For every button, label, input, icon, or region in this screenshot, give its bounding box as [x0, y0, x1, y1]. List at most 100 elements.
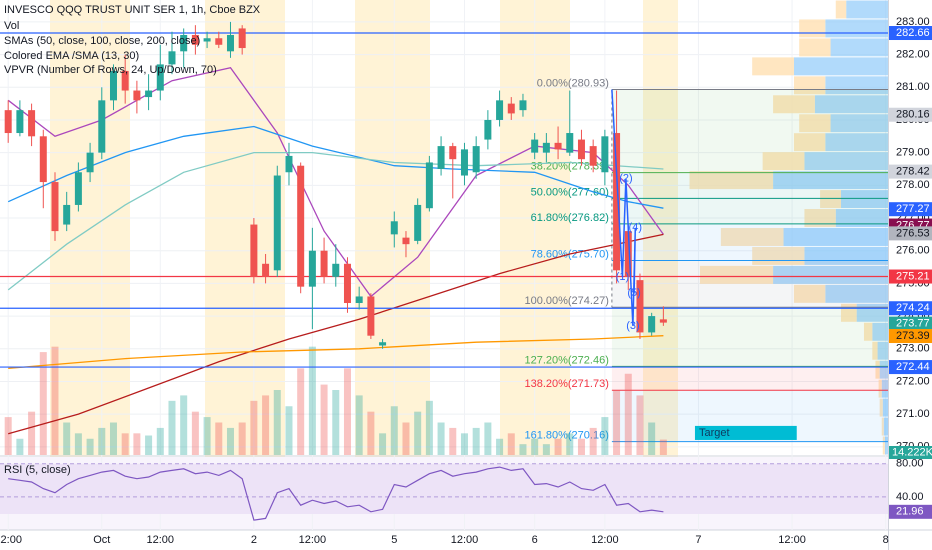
candle-body: [449, 146, 457, 160]
volume-bar: [273, 390, 281, 455]
candle-body: [215, 38, 223, 45]
candle-body: [659, 319, 667, 323]
volume-bar: [636, 395, 644, 455]
price-tag: [889, 107, 932, 122]
candle-body: [507, 103, 515, 114]
y-tick-label: 281.00: [896, 81, 930, 93]
volume-bar: [74, 433, 82, 455]
x-tick-label: 12:00: [591, 534, 619, 546]
candle-body: [191, 34, 199, 45]
volume-value-label: 14.222K: [892, 446, 932, 458]
session-band: [355, 0, 430, 530]
price-tag-label: 282.66: [896, 27, 930, 39]
vpvr-up: [814, 95, 888, 114]
fib-zone: [611, 223, 888, 261]
vpvr-up: [783, 228, 888, 246]
fib-label: 0.00%(280.93): [537, 77, 609, 89]
volume-bar: [180, 395, 188, 455]
fib-zone: [611, 260, 888, 308]
volume-bar: [332, 390, 340, 455]
candle-body: [648, 316, 656, 333]
candle-body: [402, 237, 410, 245]
volume-bar: [624, 373, 632, 455]
wave-label: (5): [627, 287, 640, 299]
candle-body: [496, 100, 504, 120]
y-tick-label: 273.00: [896, 343, 930, 355]
vpvr-down: [793, 284, 826, 303]
y-tick-label: 271.00: [896, 408, 930, 420]
volume-bar: [496, 438, 504, 455]
price-tag-label: 273.39: [896, 330, 930, 342]
price-tag-label: 275.21: [896, 270, 930, 282]
rsi-value-tag: [889, 504, 932, 519]
volume-bar: [98, 427, 106, 455]
candle-body: [531, 139, 539, 153]
vpvr-down: [752, 57, 794, 76]
candle-body: [63, 204, 71, 225]
volume-bar: [542, 444, 550, 455]
candle-body: [250, 224, 258, 277]
volume-bar: [577, 438, 585, 455]
volume-bar: [402, 422, 410, 455]
volume-bar: [648, 422, 656, 455]
candle-body: [613, 133, 621, 271]
candle-body: [308, 250, 316, 287]
volume-bar: [63, 422, 71, 455]
volume-bar: [28, 411, 36, 455]
candle-body: [273, 175, 281, 271]
candle-body: [74, 172, 82, 205]
x-tick-label: 12:00: [147, 534, 175, 546]
volume-bar: [39, 352, 47, 455]
x-tick-label: 8: [883, 534, 889, 546]
candle-body: [285, 155, 293, 173]
volume-bar: [659, 439, 667, 455]
volume-bar: [472, 427, 480, 455]
volume-bar: [613, 390, 621, 455]
fib-zone: [611, 172, 888, 199]
volume-bar: [238, 422, 246, 455]
candle-body: [16, 110, 24, 134]
volume-bar: [203, 417, 211, 455]
vpvr-down: [699, 265, 774, 284]
price-tag-label: 280.16: [896, 109, 930, 121]
vpvr-down: [720, 228, 784, 246]
price-tag: [889, 226, 932, 241]
vpvr-down: [878, 379, 882, 398]
vpvr-up: [882, 398, 888, 417]
volume-bar: [145, 435, 153, 455]
volume-bar: [133, 433, 141, 455]
vpvr-up: [840, 190, 888, 209]
vpvr-up: [884, 436, 888, 455]
y-tick-label: 283.00: [896, 16, 930, 28]
vpvr-down: [773, 95, 815, 114]
candle-body: [39, 136, 47, 183]
y-tick-label: 282.00: [896, 48, 930, 60]
moving-average: [7, 125, 664, 209]
volume-bar: [308, 346, 316, 455]
vpvr-down: [835, 0, 847, 19]
x-tick-label: 12:00: [299, 534, 327, 546]
volume-bar: [285, 406, 293, 455]
volume-bar: [379, 433, 387, 455]
x-tick-label: 12:00: [778, 534, 806, 546]
vpvr-up: [830, 114, 888, 133]
volume-tag: [889, 446, 932, 459]
fib-label: 100.00%(274.27): [524, 295, 608, 307]
volume-bar: [109, 422, 117, 455]
candle-body: [109, 70, 117, 101]
volume-bar: [507, 433, 515, 455]
volume-bar: [320, 384, 328, 455]
indicator-label: SMAs (50, close, 100, close, 200, close): [4, 35, 200, 47]
x-tick-label: 2: [251, 534, 257, 546]
candle-body: [472, 146, 480, 173]
candle-body: [414, 204, 422, 241]
candle-body: [262, 263, 270, 277]
candle-body: [554, 142, 562, 150]
price-tag: [889, 301, 932, 316]
vpvr-down: [689, 171, 774, 190]
fib-zone: [611, 366, 888, 391]
candle-body: [238, 28, 246, 49]
candle-body: [437, 146, 445, 169]
candle-body: [332, 263, 340, 277]
